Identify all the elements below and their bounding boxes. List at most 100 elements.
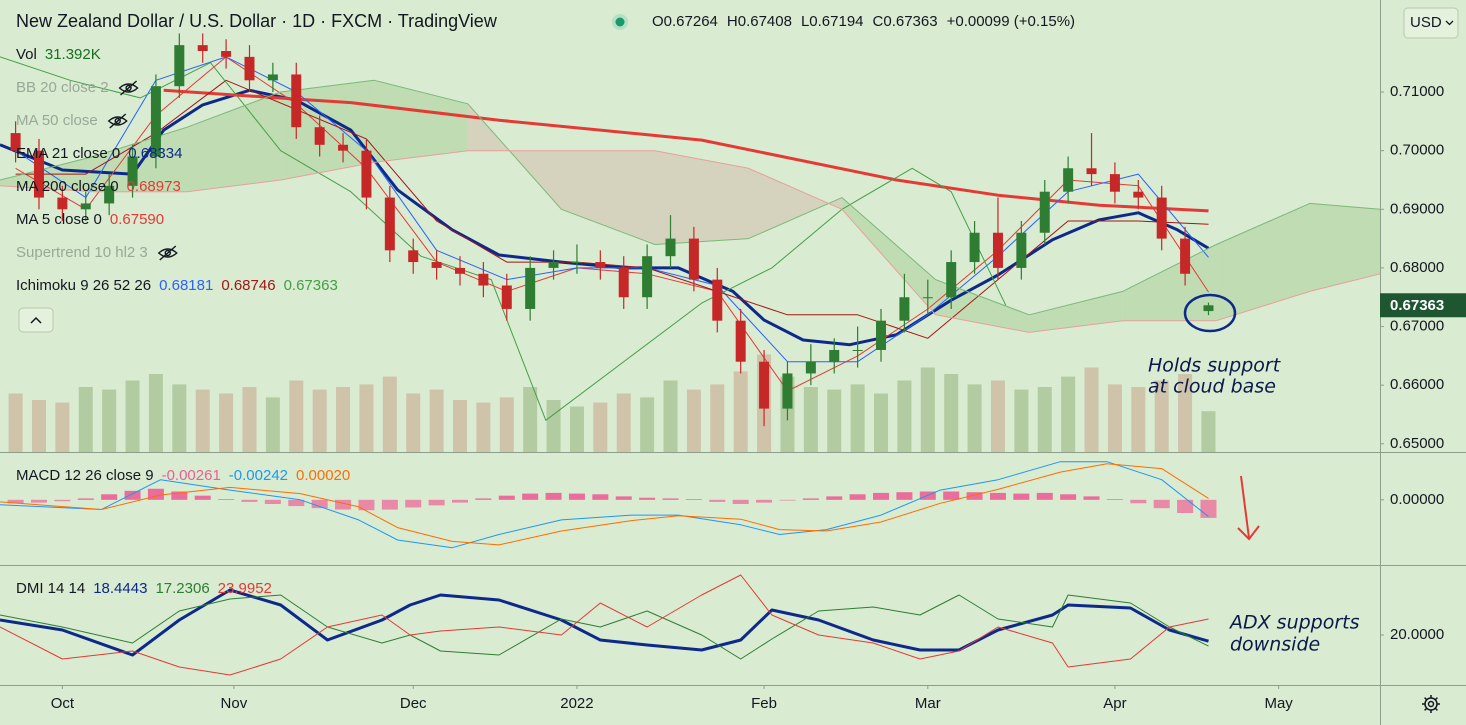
volume-bar [1131,387,1146,452]
down-arrow [1237,475,1260,541]
histogram-bar [428,499,445,506]
volume-bar [1107,384,1122,452]
candle-body [197,45,208,52]
candle-body [221,51,232,57]
histogram-bar [54,499,71,502]
cloud-fill [1122,244,1217,321]
histogram-bar [498,495,515,500]
candle-body [829,349,840,362]
indicator-line [0,588,1209,657]
legend-value: 0.68973 [127,178,181,195]
x-tick-label: Feb [751,695,777,712]
histogram-bar [639,497,656,500]
histogram-bar [662,498,679,500]
histogram-bar [452,499,468,503]
volume-bar [1014,389,1029,452]
chevron-up-icon[interactable] [30,316,42,324]
indicator-line [0,79,1380,316]
histogram-bar [779,499,796,501]
eye-slash [159,245,177,261]
candle-body [805,361,816,374]
histogram-bar [1153,499,1170,509]
candle-body [150,86,161,157]
legend-name: MACD 12 26 close 9 [16,467,154,484]
candle-body [688,238,699,280]
settings-button[interactable] [1422,695,1440,713]
gear-teeth[interactable] [1422,695,1440,713]
volume-bar [219,393,234,452]
legend-name: MA 200 close 0 [16,178,119,195]
cloud-fill [935,279,1030,333]
candle-body [1109,174,1120,192]
candle-body [712,279,723,321]
indicator-line [0,594,1209,660]
collapse-button-box[interactable] [18,307,54,333]
histogram-bar [264,499,281,504]
hidden-eye-icon [107,113,128,129]
indicator-line [15,79,1209,339]
volume-bar [476,402,491,452]
candle-body [57,197,68,210]
last-price-box [1380,293,1466,318]
histogram-bar [1083,496,1100,500]
currency-label[interactable]: USD [1410,14,1442,31]
histogram-bar [1060,494,1077,500]
volume-bar [1084,367,1099,452]
histogram-bar [1013,493,1030,500]
volume-bar [429,389,444,452]
currency-button[interactable]: USD [1403,7,1459,39]
eye-pupil [125,84,132,92]
volume-bar [616,393,631,452]
volume-bar [102,389,117,452]
cloud-fill [654,150,749,245]
histogram-bar [709,499,726,502]
histogram-bar [171,491,188,500]
indicator-line [0,150,1380,333]
candle-body [571,262,582,264]
cloud-fill [93,127,188,192]
candle-body [314,127,325,145]
legend-entry: Ichimoku 9 26 52 26 0.68181 0.68746 0.67363 [16,277,338,294]
legend-name: Vol [16,46,37,63]
legend-name: DMI 14 14 [16,580,85,597]
volume-bar [359,384,374,452]
indicator-line [15,56,1209,392]
legend-value: 0.67363 [284,277,338,294]
histogram-bar [849,494,866,500]
histogram-bar [124,490,141,500]
histogram-bar [1036,492,1053,500]
candle-body [852,349,863,351]
histogram-bar [218,499,235,500]
indicator-line [0,463,1209,546]
volume-bar [827,389,842,452]
volume-bar [1154,380,1169,452]
histogram-bar [873,492,890,500]
candle-body [431,262,442,268]
cloud-fill [1029,291,1123,333]
histogram-bar [1177,499,1194,514]
candle-body [782,373,793,409]
currency-button-box[interactable] [1403,7,1459,39]
histogram-bar [358,499,375,511]
x-tick-label: Nov [221,695,248,712]
collapse-legend-button[interactable] [18,307,54,333]
indicator-line [0,574,1209,676]
volume-bar [8,393,23,452]
price-pane [0,33,1380,452]
candle-body [618,267,629,298]
volume-bar [1201,411,1216,452]
hidden-eye-icon [157,245,178,261]
candle-body [80,203,91,210]
gear-hub[interactable] [1427,700,1435,708]
histogram-bar [335,499,352,510]
volume-bar [31,400,46,452]
candle-body [922,297,933,299]
volume-bar [663,380,678,452]
legend-name: MA 5 close 0 [16,211,102,228]
candle-body [759,361,770,409]
x-tick-label: Mar [915,695,941,712]
cloud-fill [561,150,655,245]
y-tick-label: 0.65000 [1390,435,1444,452]
chevron-icon[interactable] [1445,20,1454,26]
